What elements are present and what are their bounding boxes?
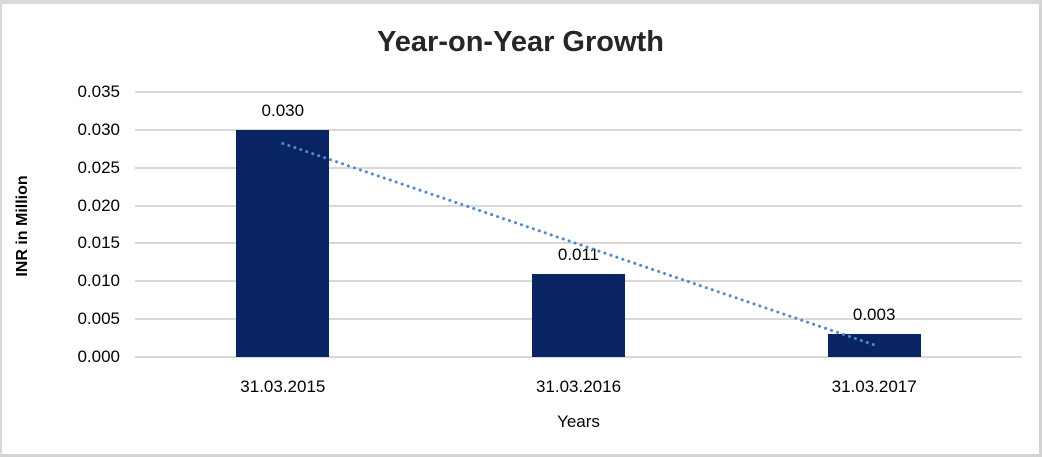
y-tick-label: 0.020 bbox=[77, 195, 120, 215]
y-tick-label: 0.030 bbox=[77, 119, 120, 139]
y-tick-label: 0.000 bbox=[77, 347, 120, 366]
gridline bbox=[135, 356, 1022, 358]
bar-data-label: 0.011 bbox=[557, 244, 600, 264]
bar bbox=[236, 129, 330, 357]
chart-title: Year-on-Year Growth bbox=[377, 26, 664, 58]
y-tick-label: 0.015 bbox=[77, 233, 120, 253]
bar-data-label: 0.030 bbox=[261, 100, 305, 120]
gridline bbox=[135, 91, 1022, 93]
x-tick-label: 31.03.2015 bbox=[240, 377, 326, 396]
bar-data-label: 0.003 bbox=[852, 305, 896, 325]
y-axis-title: INR in Million bbox=[14, 175, 31, 277]
y-tick-label: 0.025 bbox=[77, 157, 120, 177]
gridline bbox=[135, 128, 1022, 131]
x-axis-title: Years bbox=[557, 412, 600, 431]
x-tick-label: 31.03.2017 bbox=[831, 377, 917, 396]
y-tick-label: 0.005 bbox=[77, 309, 120, 329]
y-tick-label: 0.035 bbox=[77, 82, 120, 101]
y-tick-label: 0.010 bbox=[77, 271, 120, 291]
bar bbox=[827, 334, 921, 357]
bar bbox=[532, 273, 625, 357]
x-tick-label: 31.03.2016 bbox=[535, 377, 622, 396]
